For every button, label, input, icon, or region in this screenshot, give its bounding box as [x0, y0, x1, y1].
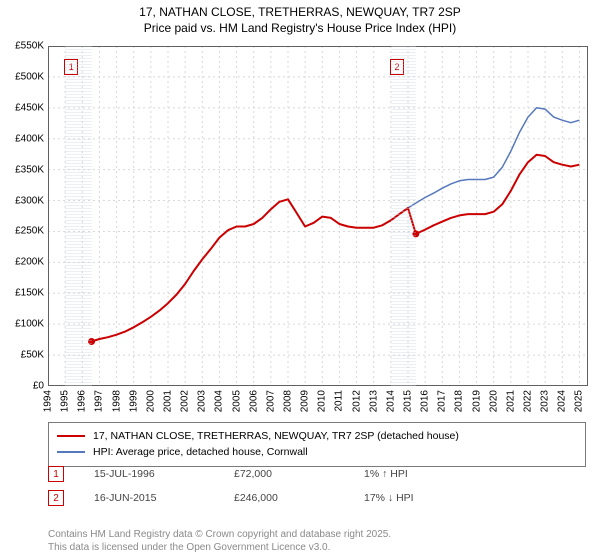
- chart-area: £0£50K£100K£150K£200K£250K£300K£350K£400…: [48, 46, 588, 386]
- x-tick-label: 2013: [368, 390, 379, 412]
- x-tick-label: 2023: [540, 390, 551, 412]
- chart-svg: [48, 46, 588, 386]
- x-tick-label: 2002: [180, 390, 191, 412]
- x-tick-label: 2010: [317, 390, 328, 412]
- title-block: 17, NATHAN CLOSE, TRETHERRAS, NEWQUAY, T…: [0, 0, 600, 36]
- sale-price-1: £72,000: [234, 468, 364, 480]
- legend-swatch-2: [57, 451, 85, 453]
- x-tick-label: 2011: [334, 390, 345, 412]
- x-tick-label: 2009: [300, 390, 311, 412]
- y-tick-label: £450K: [0, 102, 44, 113]
- legend-swatch-1: [57, 435, 85, 437]
- x-tick-label: 1994: [43, 390, 54, 412]
- title-line-1: 17, NATHAN CLOSE, TRETHERRAS, NEWQUAY, T…: [0, 4, 600, 20]
- x-tick-label: 2008: [283, 390, 294, 412]
- y-tick-label: £200K: [0, 257, 44, 268]
- y-tick-label: £300K: [0, 195, 44, 206]
- x-tick-label: 2017: [437, 390, 448, 412]
- x-tick-label: 2022: [523, 390, 534, 412]
- y-tick-label: £150K: [0, 288, 44, 299]
- x-tick-label: 2019: [471, 390, 482, 412]
- y-tick-label: £50K: [0, 350, 44, 361]
- sale-marker-1: 1: [48, 466, 64, 482]
- sale-delta-1: 1% ↑ HPI: [364, 468, 408, 480]
- x-tick-label: 1995: [60, 390, 71, 412]
- sale-price-2: £246,000: [234, 492, 364, 504]
- x-tick-label: 2021: [505, 390, 516, 412]
- y-tick-label: £350K: [0, 164, 44, 175]
- x-tick-label: 2003: [197, 390, 208, 412]
- x-tick-label: 1997: [94, 390, 105, 412]
- y-tick-label: £400K: [0, 133, 44, 144]
- y-tick-label: £500K: [0, 71, 44, 82]
- attribution: Contains HM Land Registry data © Crown c…: [48, 528, 588, 554]
- sale-band: [391, 46, 416, 386]
- x-tick-label: 2005: [231, 390, 242, 412]
- legend-row-1: 17, NATHAN CLOSE, TRETHERRAS, NEWQUAY, T…: [57, 428, 577, 444]
- x-tick-label: 2024: [557, 390, 568, 412]
- x-tick-label: 1996: [77, 390, 88, 412]
- y-tick-label: £0: [0, 381, 44, 392]
- sale-row-2: 2 16-JUN-2015 £246,000 17% ↓ HPI: [48, 490, 588, 506]
- x-tick-label: 1998: [111, 390, 122, 412]
- x-tick-label: 2012: [351, 390, 362, 412]
- sale-band: [65, 46, 91, 386]
- x-tick-label: 2018: [454, 390, 465, 412]
- x-tick-label: 2016: [420, 390, 431, 412]
- x-tick-label: 2001: [163, 390, 174, 412]
- legend-label-2: HPI: Average price, detached house, Corn…: [93, 444, 308, 460]
- x-tick-label: 2025: [574, 390, 585, 412]
- legend-row-2: HPI: Average price, detached house, Corn…: [57, 444, 577, 460]
- x-tick-label: 2015: [403, 390, 414, 412]
- sale-row-1: 1 15-JUL-1996 £72,000 1% ↑ HPI: [48, 466, 588, 482]
- x-tick-label: 2007: [265, 390, 276, 412]
- x-tick-label: 1999: [128, 390, 139, 412]
- sale-delta-2: 17% ↓ HPI: [364, 492, 414, 504]
- sale-date-1: 15-JUL-1996: [94, 468, 234, 480]
- x-tick-label: 2014: [385, 390, 396, 412]
- x-tick-label: 2000: [145, 390, 156, 412]
- x-tick-label: 2020: [488, 390, 499, 412]
- legend: 17, NATHAN CLOSE, TRETHERRAS, NEWQUAY, T…: [48, 422, 586, 467]
- y-tick-label: £250K: [0, 226, 44, 237]
- sale-marker-2: 2: [48, 490, 64, 506]
- attribution-line-2: This data is licensed under the Open Gov…: [48, 541, 588, 554]
- sale-date-2: 16-JUN-2015: [94, 492, 234, 504]
- x-tick-label: 2004: [214, 390, 225, 412]
- chart-container: 17, NATHAN CLOSE, TRETHERRAS, NEWQUAY, T…: [0, 0, 600, 560]
- legend-label-1: 17, NATHAN CLOSE, TRETHERRAS, NEWQUAY, T…: [93, 428, 459, 444]
- y-tick-label: £100K: [0, 319, 44, 330]
- attribution-line-1: Contains HM Land Registry data © Crown c…: [48, 528, 588, 541]
- title-line-2: Price paid vs. HM Land Registry's House …: [0, 20, 600, 36]
- y-tick-label: £550K: [0, 41, 44, 52]
- x-tick-label: 2006: [248, 390, 259, 412]
